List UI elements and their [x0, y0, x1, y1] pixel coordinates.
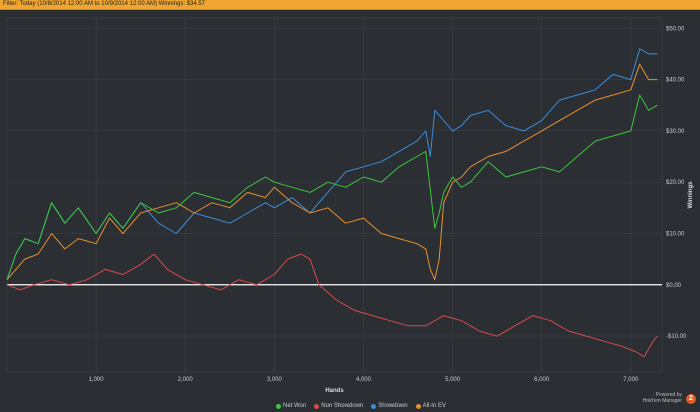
series-line-net-won — [6, 94, 658, 280]
legend-item-showdown[interactable]: Showdown — [371, 403, 408, 409]
series-line-all-in-ev — [6, 63, 658, 281]
brand-badge: Powered by Hold'em Manager 2 — [642, 392, 696, 404]
legend-item-non-showdown[interactable]: Non Showdown — [314, 403, 363, 409]
x-axis-label: Hands — [325, 388, 344, 394]
series-line-non-showdown — [6, 253, 658, 358]
y-tick-label: $20.00 — [666, 180, 685, 186]
x-tick-label: 6,000 — [534, 377, 550, 383]
y-tick-label: $10.00 — [666, 231, 685, 237]
legend-label-all-in-ev: All-In EV — [422, 403, 446, 409]
x-tick-label: 5,000 — [445, 377, 461, 383]
legend-dot-non-showdown — [314, 403, 320, 409]
plot-area — [6, 17, 663, 373]
hem-logo-icon: 2 — [686, 394, 696, 404]
legend-label-net-won: Net Won — [283, 403, 307, 409]
filter-bar: Filter: Today (10/8/2014 12:00 AM to 10/… — [0, 0, 700, 10]
y-tick-label: $50.00 — [666, 26, 685, 32]
legend-dot-all-in-ev — [415, 403, 421, 409]
brand-name: Hold'em Manager — [642, 398, 682, 404]
legend-dot-showdown — [371, 403, 377, 409]
x-tick-label: 2,000 — [178, 377, 194, 383]
y-tick-label: $30.00 — [666, 129, 685, 135]
legend-item-net-won[interactable]: Net Won — [276, 403, 306, 409]
legend-label-non-showdown: Non Showdown — [321, 403, 364, 409]
chart-legend: Net Won Non Showdown Showdown All-In EV — [276, 401, 446, 411]
filter-text: Filter: Today (10/8/2014 12:00 AM to 10/… — [3, 1, 206, 7]
y-tick-label: $40.00 — [666, 78, 685, 84]
legend-dot-net-won — [276, 403, 281, 409]
legend-item-all-in-ev[interactable]: All-In EV — [415, 403, 446, 409]
brand-powered: Powered by — [655, 392, 682, 398]
x-tick-label: 1,000 — [89, 377, 105, 383]
x-tick-label: 4,000 — [356, 377, 372, 383]
x-tick-label: 7,000 — [623, 377, 639, 383]
y-axis-label: Winnings — [688, 181, 694, 209]
legend-label-showdown: Showdown — [378, 403, 408, 409]
y-tick-label: -$10.00 — [666, 334, 687, 340]
x-tick-label: 3,000 — [267, 377, 283, 383]
y-tick-label: $0.00 — [666, 283, 682, 289]
winnings-chart: 1,000 2,000 3,000 4,000 5,000 6,000 7,000 $50.0… — [6, 17, 694, 394]
